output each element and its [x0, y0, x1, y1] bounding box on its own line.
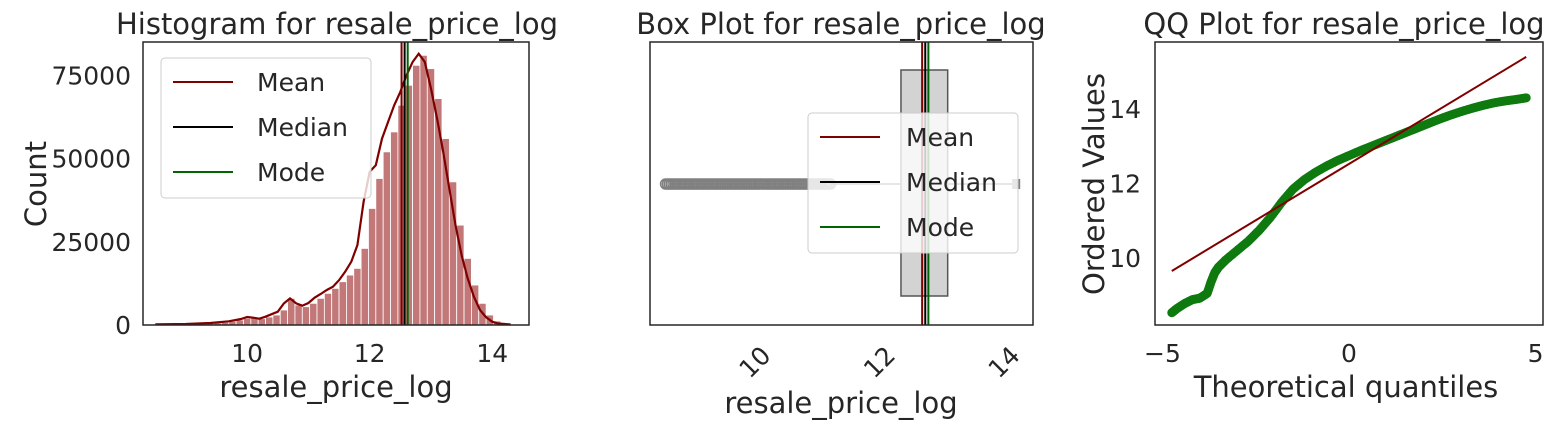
- histogram-x-label: resale_price_log: [219, 370, 452, 404]
- histogram-x-ticks: 10 12 14: [231, 339, 508, 368]
- histogram-bar: [323, 292, 333, 326]
- histogram-bar: [294, 304, 303, 326]
- histogram-y-ticks: 0 25000 50000 75000: [51, 61, 131, 340]
- histogram-bar: [316, 297, 325, 326]
- histogram-x-tick-label: 12: [354, 339, 386, 368]
- histogram-x-tick-label: 14: [476, 339, 508, 368]
- histogram-title: Histogram for resale_price_log: [116, 7, 558, 41]
- qqplot-reference-line: [1171, 56, 1527, 272]
- histogram-bar: [265, 316, 274, 326]
- histogram-legend-mode: Mode: [257, 158, 325, 187]
- histogram-bar: [309, 302, 318, 326]
- qqplot-x-label: Theoretical quantiles: [1193, 370, 1499, 404]
- histogram-bar: [412, 64, 421, 326]
- qqplot-x-ticks: −5 0 5: [1144, 339, 1543, 368]
- histogram-legend-median: Median: [257, 113, 348, 142]
- histogram-bar: [434, 98, 443, 326]
- qqplot-y-tick-label: 14: [1109, 95, 1141, 124]
- qqplot-y-label: Ordered Values: [1077, 73, 1111, 295]
- qqplot-y-ticks: 10 12 14: [1109, 95, 1141, 273]
- boxplot-panel: Box Plot for resale_price_log 10 12 14 res…: [636, 7, 1045, 420]
- histogram-y-tick-label: 50000: [51, 145, 131, 174]
- histogram-bar: [426, 68, 436, 326]
- qqplot-panel: QQ Plot for resale_price_log −5 0 5 10 12 14…: [1077, 7, 1545, 404]
- boxplot-frame: [649, 41, 1034, 326]
- qqplot-x-tick-label: 5: [1528, 339, 1544, 368]
- histogram-bar: [404, 84, 413, 326]
- boxplot-title: Box Plot for resale_price_log: [636, 7, 1045, 41]
- qqplot-plot-area: [1167, 56, 1531, 318]
- qqplot-y-tick-label: 10: [1109, 244, 1141, 273]
- histogram-bar: [448, 181, 458, 326]
- histogram-legend-mean: Mean: [257, 68, 325, 97]
- histogram-legend: Mean Median Mode: [160, 57, 372, 199]
- histogram-y-tick-label: 75000: [51, 61, 131, 90]
- histogram-kde-curve: [155, 51, 511, 326]
- histogram-panel: Histogram for resale_price_log 10 12 14 0 2…: [19, 7, 558, 404]
- qqplot-frame: [1154, 41, 1544, 326]
- histogram-y-tick-label: 25000: [51, 228, 131, 257]
- qqplot-y-tick-label: 12: [1109, 170, 1141, 199]
- boxplot-x-label: resale_price_log: [724, 386, 957, 420]
- boxplot-legend-median: Median: [906, 168, 997, 197]
- histogram-bar: [419, 54, 428, 326]
- boxplot-x-tick-label: 14: [983, 341, 1026, 384]
- histogram-bar: [331, 287, 340, 326]
- qqplot-x-tick-label: −5: [1144, 339, 1181, 368]
- histogram-bar: [338, 281, 347, 326]
- boxplot-legend-mode: Mode: [906, 213, 974, 242]
- histogram-bar: [375, 178, 384, 326]
- histogram-bar: [390, 131, 399, 326]
- histogram-y-tick-label: 0: [115, 311, 131, 340]
- boxplot-x-ticks: 10 12 14: [734, 341, 1026, 384]
- boxplot-legend-box: [807, 112, 1019, 254]
- histogram-bar: [279, 309, 288, 326]
- histogram-bar: [272, 314, 281, 326]
- histogram-plot-area: [154, 42, 511, 326]
- qqplot-title: QQ Plot for resale_price_log: [1143, 7, 1544, 41]
- histogram-bar: [360, 248, 369, 326]
- histogram-x-tick-label: 10: [231, 339, 263, 368]
- boxplot-legend-mean: Mean: [906, 123, 974, 152]
- boxplot-x-tick-label: 10: [734, 341, 777, 384]
- histogram-bar: [301, 306, 311, 326]
- histogram-frame: [142, 41, 530, 326]
- histogram-bar: [353, 267, 362, 326]
- boxplot-legend: Mean Median Mode: [807, 112, 1019, 254]
- qqplot-point: [1521, 93, 1531, 103]
- histogram-y-label: Count: [19, 141, 53, 227]
- qqplot-x-tick-label: 0: [1341, 339, 1357, 368]
- histogram-bar: [243, 317, 252, 326]
- histogram-bar: [382, 151, 391, 326]
- boxplot-x-tick-label: 12: [858, 341, 901, 384]
- histogram-bar: [346, 274, 355, 326]
- histogram-bar: [368, 208, 377, 326]
- histogram-legend-box: [160, 57, 372, 199]
